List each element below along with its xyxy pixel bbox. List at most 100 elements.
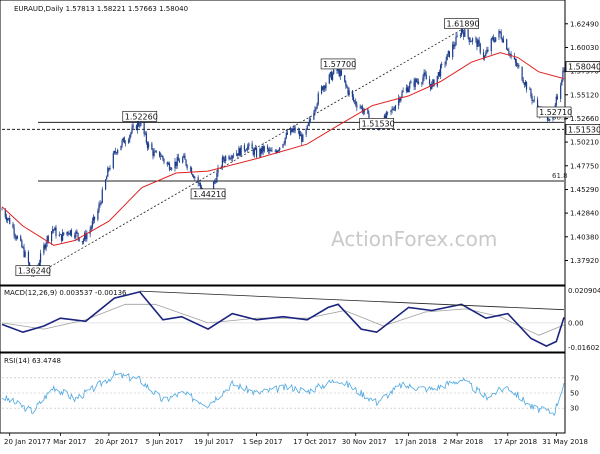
candle-body [99,203,101,205]
candle-body [493,40,496,42]
candle-body [333,69,335,74]
candle-body [108,168,110,170]
candle-body [441,63,443,66]
candle-body [274,150,276,152]
candle-body [482,52,485,58]
fib-label: 61.8 [552,172,568,180]
candle-body [437,72,439,76]
candle-body [236,153,238,156]
rsi-ytick-label: 70 [570,374,579,382]
candle-body [97,211,99,220]
price-label: 1.61890 [447,20,480,29]
xtick-label: 30 Nov 2017 [342,438,387,446]
candle-body [532,100,534,101]
candle-body [305,129,307,135]
price-label-box [444,18,479,29]
candle-body [222,157,225,160]
candle-body [438,72,441,77]
candle-body [45,243,47,249]
candle-body [66,231,68,235]
candle-body [507,49,509,51]
candle-body [555,96,557,106]
candle-body [122,137,124,141]
price-label: 1.44210 [193,190,226,199]
candle-body [68,233,70,235]
candle-body [478,40,480,44]
macd-ytick-label: -0.016023 [568,344,600,352]
xtick-label: 2 Mar 2018 [443,438,483,446]
candle-body [158,151,161,157]
candle-body [347,87,349,94]
candle-body [460,29,463,36]
candle-body [90,227,92,230]
candle-body [131,127,133,133]
candle-body [549,119,551,121]
candle-body [506,39,508,50]
candle-body [293,127,295,130]
candle-body [484,56,486,58]
candle-body [561,80,563,86]
candle-body [144,133,146,135]
price-ytick-label: 1.50210 [570,139,599,147]
candle-body [183,155,185,158]
level-axis-box [565,124,600,135]
macd-panel: 0.020904 0.00 -0.016023 [1,287,600,352]
candle-body [338,67,340,77]
candle-body [399,97,401,101]
candle-body [390,110,392,112]
xtick-label: 17 Apr 2018 [494,438,537,446]
candle-body [199,183,201,188]
candle-body [298,131,301,137]
candle-body [86,233,88,240]
candle-body [502,39,504,43]
candle-body [135,125,138,130]
price-label: 1.57700 [323,60,356,69]
candle-body [297,131,300,132]
candle-body [136,122,139,130]
candle-body [307,123,309,126]
candle-body [402,90,404,93]
candle-body [523,82,525,85]
candle-body [120,145,122,151]
candle-body [308,119,311,124]
candle-body [155,151,157,153]
level-axis-label: 1.51530 [568,125,600,134]
candle-body [344,75,346,82]
candle-body [286,132,289,135]
candle-body [410,81,412,84]
candle-body [76,231,78,233]
candle-body [487,49,489,52]
candle-body [499,31,501,33]
candle-body [59,234,62,235]
candle-body [356,104,358,108]
candle-body [252,148,254,155]
candle-body [384,115,387,119]
candle-body [230,158,232,159]
candle-body [46,236,48,244]
candle-body [315,107,317,110]
candle-body [50,231,53,242]
candle-body [524,81,527,85]
candle-body [313,112,315,120]
xtick-label: 5 Jun 2017 [146,438,184,446]
xtick-label: 1 Sep 2017 [243,438,283,446]
candle-body [428,79,431,84]
candle-body [244,150,247,151]
candle-body [444,63,446,65]
candle-body [215,181,217,183]
candle-body [477,40,479,47]
candle-body [221,157,223,167]
candle-body [193,175,195,179]
candle-body [192,174,194,176]
candle-body [405,87,408,91]
candle-body [112,153,114,169]
candle-body [463,32,465,37]
candle-body [409,83,411,89]
candle-body [291,128,293,132]
candle-body [290,128,292,135]
xtick-label: 17 Oct 2017 [293,438,336,446]
candle-body [129,135,131,140]
candle-body [385,112,388,119]
candle-body [92,216,95,222]
candle-body [309,119,312,121]
